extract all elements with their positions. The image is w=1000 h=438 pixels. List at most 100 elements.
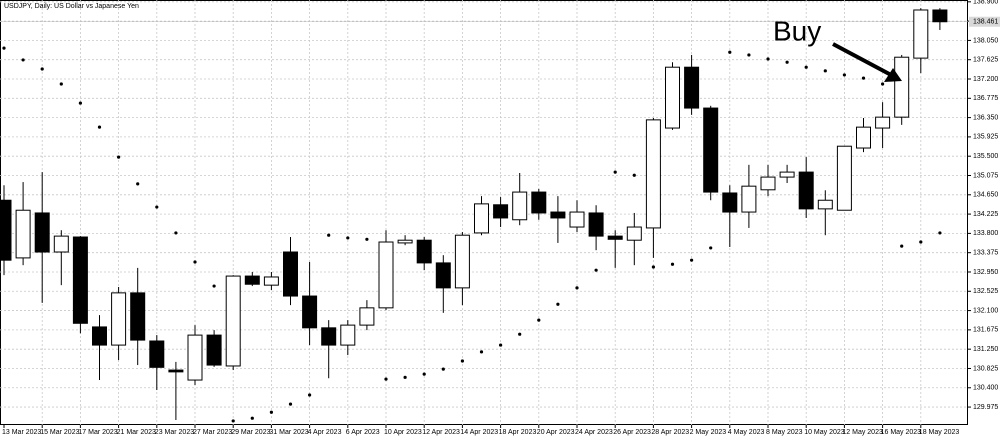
x-tick-label: 4 May 2023 [728, 429, 765, 436]
sar-dot [747, 53, 751, 57]
x-tick-label: 18 Apr 2023 [499, 429, 537, 436]
sar-dot [346, 236, 350, 240]
x-tick-label: 2 May 2023 [690, 429, 727, 436]
candle-body [92, 326, 107, 346]
candle-body [684, 66, 700, 109]
candle-body [913, 9, 929, 59]
chart-title: USDJPY, Daily: US Dollar vs Japanese Yen [4, 3, 139, 10]
y-tick-label: 133.375 [973, 250, 998, 257]
x-tick-label: 23 Mar 2023 [155, 429, 194, 436]
candle-body [798, 171, 814, 210]
candle-body [149, 340, 165, 368]
sar-dot [365, 237, 369, 241]
candle-body [856, 126, 871, 149]
last-price-box [969, 16, 1000, 27]
y-tick-label: 134.225 [973, 211, 998, 218]
candle-body [626, 226, 642, 241]
candle-body [550, 211, 566, 219]
y-tick-label: 138.050 [973, 37, 998, 44]
candle-body [760, 176, 776, 191]
y-tick-label: 138.900 [973, 0, 998, 6]
sar-dot [288, 402, 293, 406]
sar-dot [21, 58, 25, 62]
sar-dot [250, 416, 254, 420]
sar-dot [575, 286, 579, 290]
candle-body [435, 262, 451, 289]
y-tick-label: 134.650 [973, 192, 998, 199]
sar-dot [900, 244, 904, 248]
x-tick-label: 31 Mar 2023 [269, 429, 308, 436]
sar-dot [460, 359, 464, 363]
sar-dot [861, 76, 866, 80]
candle-body [607, 235, 623, 240]
y-tick-label: 135.925 [973, 134, 998, 141]
candle-body [72, 236, 88, 324]
x-tick-label: 4 Apr 2023 [308, 429, 342, 436]
sar-dot [670, 262, 675, 266]
sar-dot [441, 367, 445, 371]
candle-body [225, 275, 241, 367]
candle-body [588, 212, 604, 237]
candle-body [0, 199, 12, 261]
x-tick-label: 21 Mar 2023 [117, 429, 156, 436]
sar-dot [136, 182, 140, 186]
sar-dot [651, 265, 656, 269]
candle-body [283, 251, 298, 297]
y-tick-label: 136.350 [973, 114, 998, 121]
sar-dot [499, 343, 503, 347]
candle-body [416, 239, 432, 264]
candle-body [703, 107, 719, 193]
candle-body [111, 292, 127, 346]
x-tick-label: 18 May 2023 [919, 429, 960, 436]
candle-body [645, 119, 661, 229]
sar-dot [919, 240, 923, 244]
sar-dot [823, 69, 827, 73]
sar-dot [327, 233, 331, 237]
annotation-arrow [832, 42, 902, 82]
y-tick-label: 130.400 [973, 385, 998, 392]
candle-body [34, 212, 50, 253]
y-tick-label: 131.675 [973, 327, 998, 334]
candle-body [817, 199, 833, 210]
sar-dot [269, 410, 273, 414]
sar-dot [59, 82, 63, 86]
candle-body [359, 307, 375, 326]
x-tick-label: 8 May 2023 [766, 429, 803, 436]
x-tick-label: 15 Mar 2023 [40, 429, 79, 436]
candle-body [15, 209, 31, 259]
sar-dot [785, 60, 789, 64]
y-tick-label: 132.525 [973, 288, 998, 295]
y-tick-label: 130.825 [973, 365, 998, 372]
sar-dot [40, 67, 44, 71]
sar-dot [308, 393, 312, 397]
sar-dot [174, 231, 178, 235]
sar-dot [804, 65, 808, 69]
x-tick-label: 24 Apr 2023 [575, 429, 613, 436]
x-tick-label: 10 May 2023 [804, 429, 845, 436]
candle-body [493, 204, 509, 219]
sar-dot [690, 258, 694, 262]
candle-body [340, 324, 356, 346]
y-tick-label: 129.975 [973, 404, 998, 411]
candle-body [187, 334, 203, 381]
candle-body [665, 66, 680, 129]
sar-dot [2, 46, 6, 50]
sar-dot [881, 82, 885, 86]
candle-body [397, 239, 413, 244]
candle-body [244, 275, 260, 285]
sar-dot [938, 231, 942, 235]
candle-body [378, 241, 394, 309]
y-tick-label: 137.625 [973, 57, 998, 64]
candle-body [263, 276, 279, 286]
marks [0, 8, 948, 423]
y-tick-label: 135.075 [973, 172, 998, 179]
sar-dot [537, 318, 541, 322]
x-tick-label: 6 Apr 2023 [346, 429, 380, 436]
sar-dot [117, 155, 121, 159]
sar-dot [479, 350, 484, 354]
last-price-label: 138.461 [973, 19, 998, 26]
sar-dot [842, 73, 847, 77]
x-tick-label: 12 Apr 2023 [422, 429, 460, 436]
x-tick-label: 14 Apr 2023 [460, 429, 498, 436]
candle-body [206, 334, 222, 366]
